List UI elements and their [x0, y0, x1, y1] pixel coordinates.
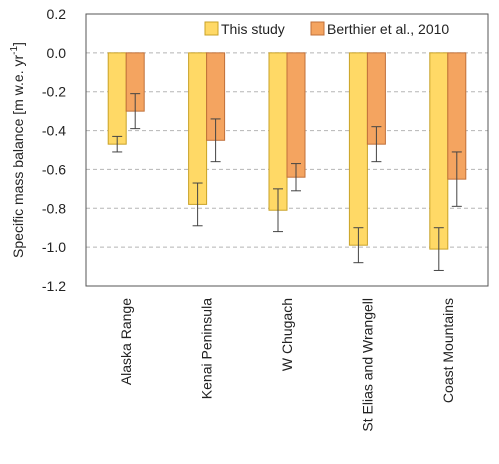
legend-label-this-study: This study [221, 21, 285, 37]
category-label: St Elias and Wrangell [359, 298, 375, 432]
legend-label-berthier: Berthier et al., 2010 [327, 21, 449, 37]
legend-swatch-berthier [310, 21, 325, 36]
y-axis-label: Specific mass balance [m w.e. yr-1] [9, 42, 26, 258]
y-axis-label-sup: -1 [9, 46, 20, 55]
plot-frame [85, 13, 489, 287]
category-label: Kenai Peninsula [199, 298, 215, 399]
y-tick-label: -0.8 [42, 200, 66, 216]
category-label: Coast Mountains [440, 298, 456, 403]
y-tick-label: 0.0 [47, 45, 67, 61]
bars [107, 52, 467, 250]
bar-this-study [348, 52, 368, 246]
y-tick-label: 0.2 [47, 6, 67, 22]
y-axis-label-main: Specific mass balance [m w.e. yr [10, 55, 26, 258]
bar-this-study [188, 52, 208, 205]
category-labels: Alaska Range Kenai Peninsula W Chugach St E… [118, 298, 456, 432]
bar-berthier [286, 52, 306, 178]
legend-swatch-this-study [204, 21, 219, 36]
category-label: Alaska Range [118, 298, 134, 385]
y-axis-label-end: ] [10, 42, 26, 46]
error-bars [112, 93, 462, 271]
legend: This study Berthier et al., 2010 [204, 21, 449, 37]
y-tick-label: -0.2 [42, 84, 66, 100]
y-tick-label: -0.4 [42, 123, 66, 139]
category-label: W Chugach [279, 298, 295, 371]
y-tick-label: -0.6 [42, 161, 66, 177]
bar-this-study [107, 52, 127, 145]
bar-this-study [268, 52, 288, 211]
y-tick-labels: 0.2 0.0 -0.2 -0.4 -0.6 -0.8 -1.0 -1.2 [42, 6, 66, 294]
y-tick-label: -1.0 [42, 239, 66, 255]
bar-this-study [429, 52, 449, 250]
y-tick-label: -1.2 [42, 278, 66, 294]
gridlines [86, 52, 488, 248]
